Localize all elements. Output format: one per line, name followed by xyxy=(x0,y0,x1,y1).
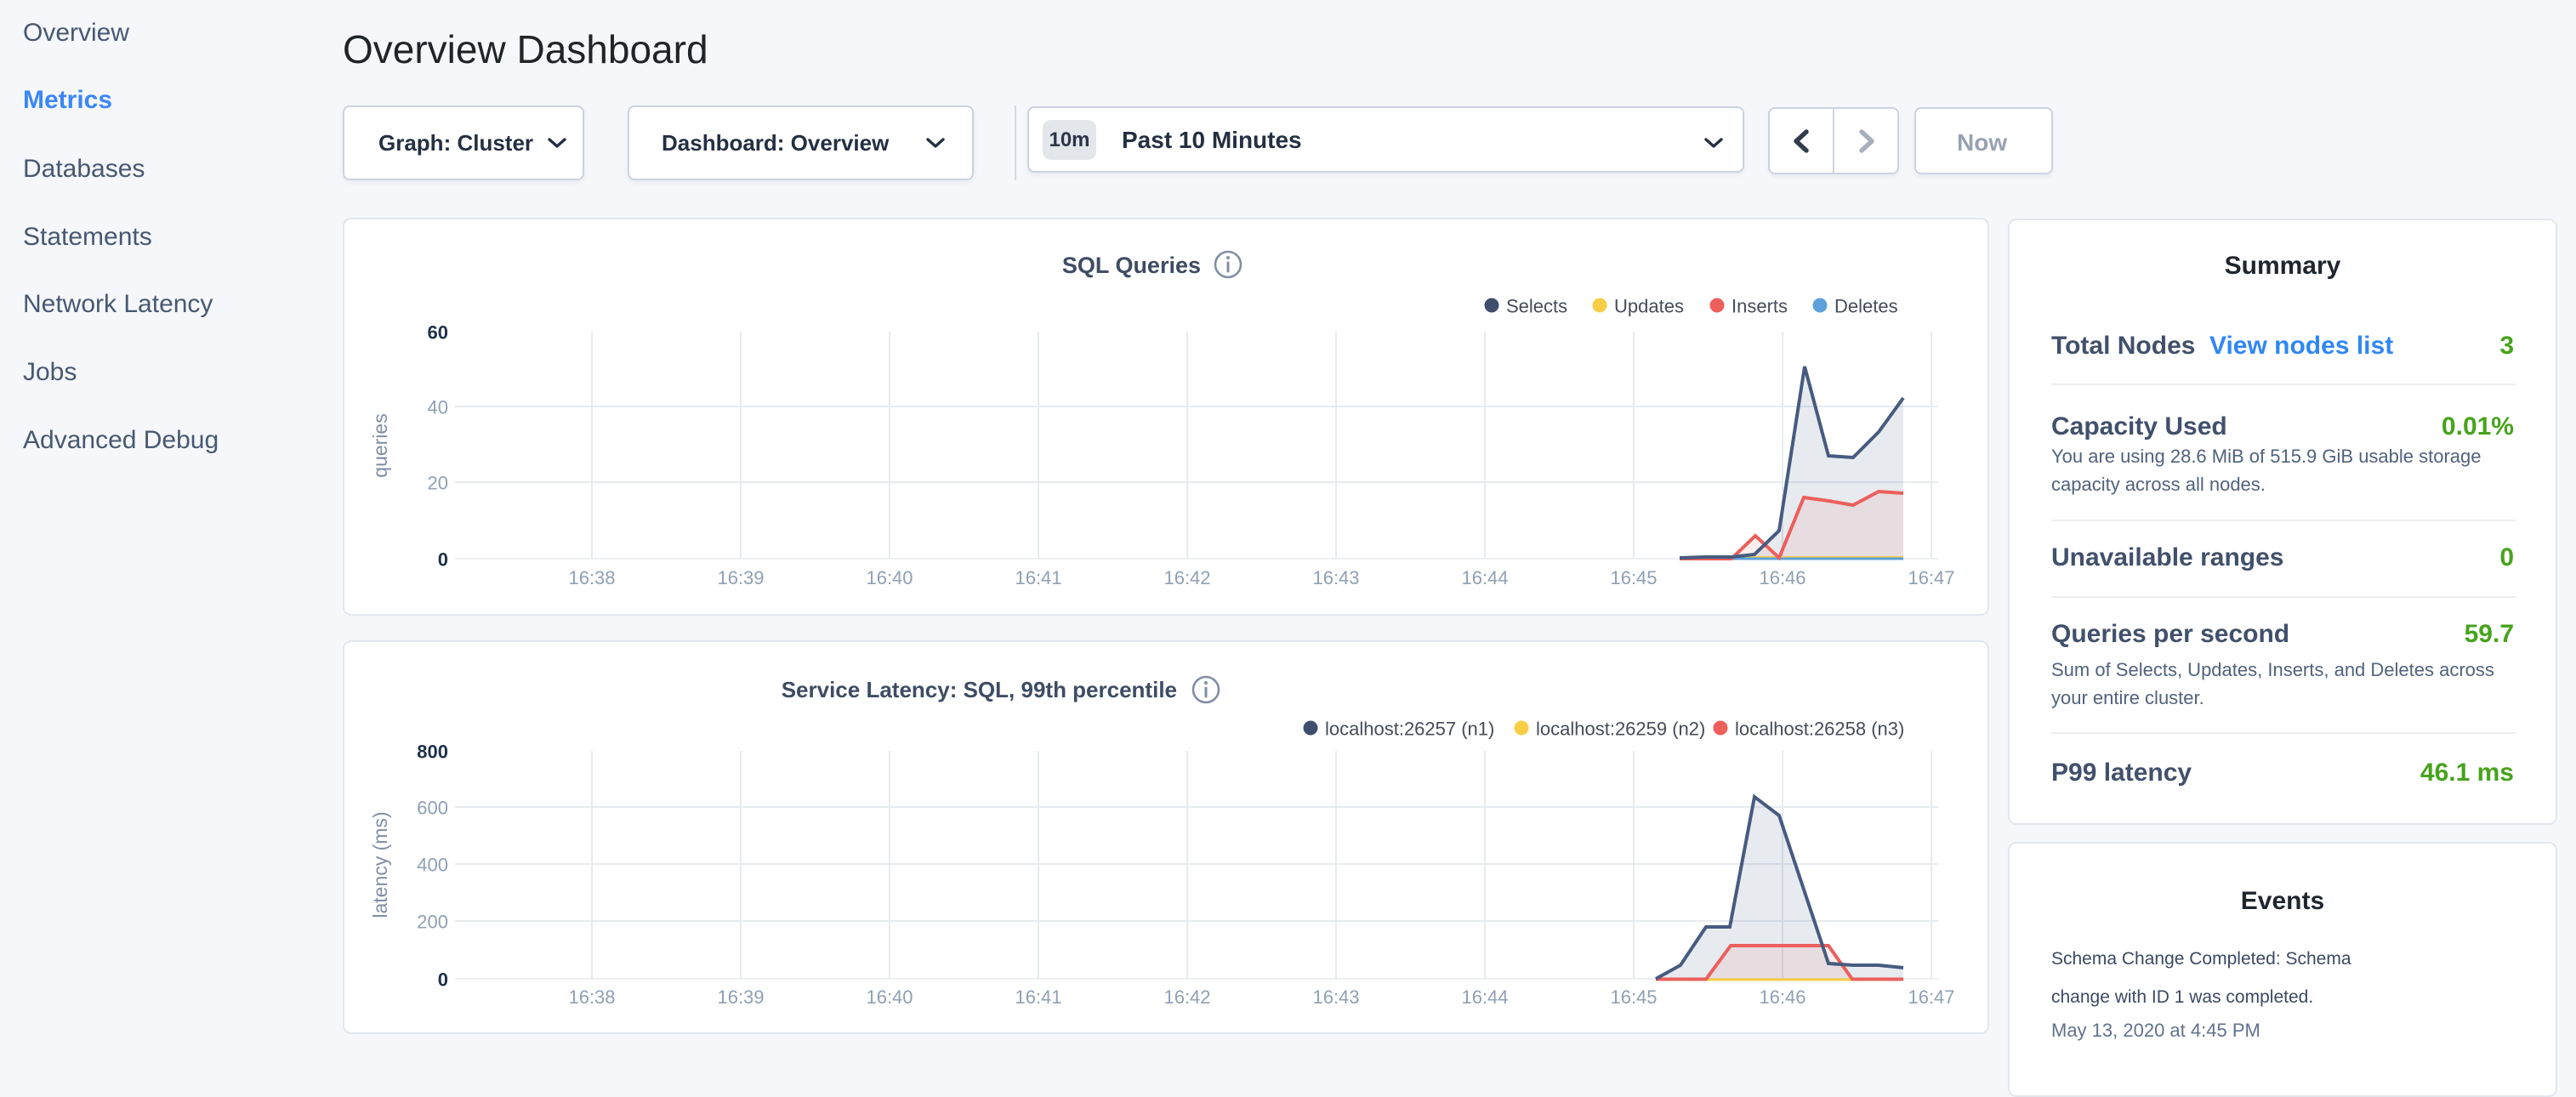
svg-text:16:45: 16:45 xyxy=(1610,567,1657,588)
svg-text:queries: queries xyxy=(369,413,391,477)
svg-text:60: 60 xyxy=(428,322,448,344)
svg-text:16:47: 16:47 xyxy=(1908,986,1954,1008)
svg-text:16:43: 16:43 xyxy=(1312,986,1359,1008)
svg-text:16:41: 16:41 xyxy=(1015,986,1061,1008)
svg-text:16:42: 16:42 xyxy=(1163,986,1210,1008)
svg-text:Updates: Updates xyxy=(1614,296,1684,317)
svg-text:0: 0 xyxy=(438,969,448,991)
svg-text:800: 800 xyxy=(417,742,448,763)
svg-text:SQL Queries: SQL Queries xyxy=(1062,253,1201,278)
svg-text:16:46: 16:46 xyxy=(1759,567,1805,588)
svg-text:16:47: 16:47 xyxy=(1908,567,1954,588)
svg-text:16:40: 16:40 xyxy=(866,986,913,1008)
svg-text:200: 200 xyxy=(417,912,448,933)
svg-text:16:43: 16:43 xyxy=(1312,567,1359,588)
svg-text:16:39: 16:39 xyxy=(717,986,764,1008)
svg-text:latency (ms): latency (ms) xyxy=(369,811,391,918)
svg-text:localhost:26257 (n1): localhost:26257 (n1) xyxy=(1325,719,1494,740)
svg-text:16:39: 16:39 xyxy=(717,567,764,588)
svg-text:16:40: 16:40 xyxy=(866,567,913,588)
svg-text:Selects: Selects xyxy=(1506,296,1567,317)
svg-text:16:44: 16:44 xyxy=(1461,567,1508,588)
svg-text:16:38: 16:38 xyxy=(568,986,615,1008)
svg-text:0: 0 xyxy=(438,549,448,571)
svg-text:16:42: 16:42 xyxy=(1163,567,1210,588)
svg-text:16:41: 16:41 xyxy=(1015,567,1061,588)
svg-text:40: 40 xyxy=(428,397,448,418)
svg-text:localhost:26259 (n2): localhost:26259 (n2) xyxy=(1536,719,1705,740)
svg-text:16:46: 16:46 xyxy=(1759,986,1805,1008)
svg-text:localhost:26258 (n3): localhost:26258 (n3) xyxy=(1735,719,1904,740)
svg-text:16:38: 16:38 xyxy=(568,567,615,588)
svg-text:Inserts: Inserts xyxy=(1732,296,1788,317)
svg-text:600: 600 xyxy=(417,798,448,819)
svg-text:20: 20 xyxy=(428,473,448,494)
svg-text:400: 400 xyxy=(417,855,448,876)
svg-text:Service Latency: SQL, 99th per: Service Latency: SQL, 99th percentile xyxy=(782,677,1177,702)
svg-text:Deletes: Deletes xyxy=(1834,296,1898,317)
svg-text:16:45: 16:45 xyxy=(1610,986,1657,1008)
svg-text:16:44: 16:44 xyxy=(1461,986,1508,1008)
